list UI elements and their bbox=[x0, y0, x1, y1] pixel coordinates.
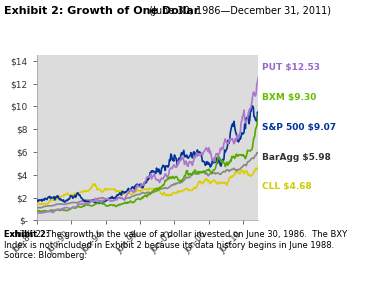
Text: Exhibit 2: The growth in the value of a dollar invested on June 30, 1986.  The B: Exhibit 2: The growth in the value of a … bbox=[4, 230, 347, 260]
Text: Exhibit 2: Growth of One Dollar: Exhibit 2: Growth of One Dollar bbox=[4, 6, 199, 16]
Text: CLL $4.68: CLL $4.68 bbox=[262, 182, 312, 191]
Text: S&P 500 $9.07: S&P 500 $9.07 bbox=[262, 123, 336, 132]
Text: (June 30, 1986—December 31, 2011): (June 30, 1986—December 31, 2011) bbox=[146, 6, 331, 16]
Text: BarAgg $5.98: BarAgg $5.98 bbox=[262, 153, 331, 162]
Text: BXM $9.30: BXM $9.30 bbox=[262, 93, 316, 102]
Text: PUT $12.53: PUT $12.53 bbox=[262, 63, 320, 72]
Text: Exhibit 2:: Exhibit 2: bbox=[4, 230, 49, 239]
